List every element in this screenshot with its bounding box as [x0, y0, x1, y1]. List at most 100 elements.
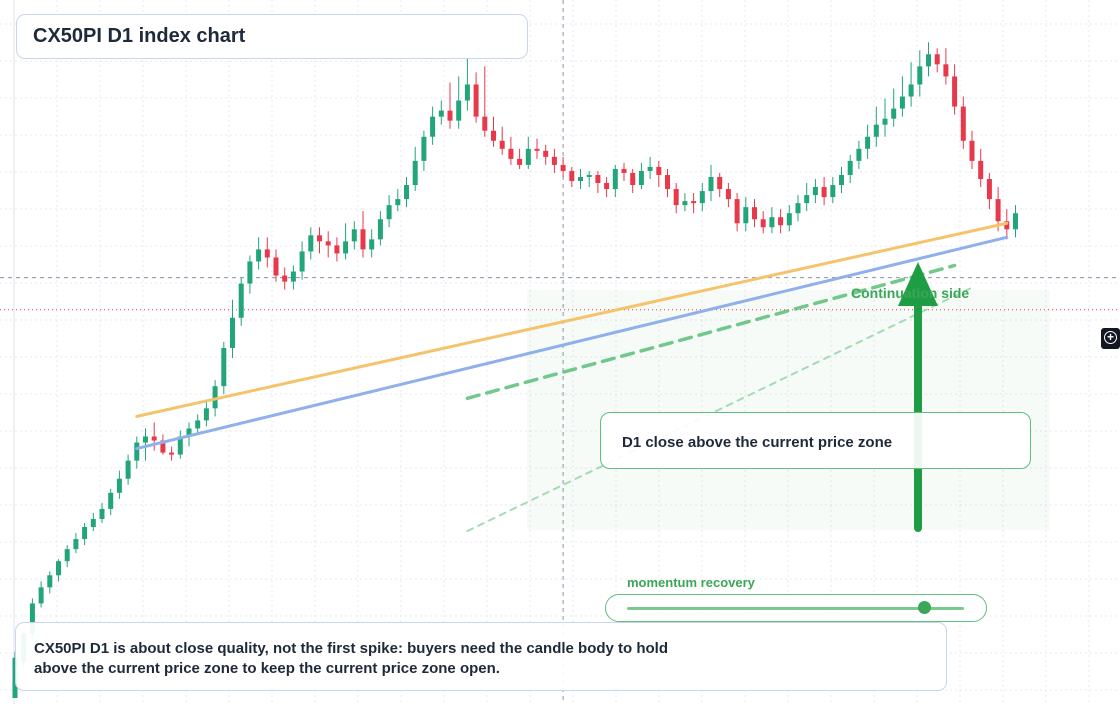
candle-body: [377, 219, 383, 240]
candle-body: [882, 118, 888, 125]
candle-body: [612, 168, 618, 190]
candle-body: [1004, 221, 1010, 230]
crosshair-button[interactable]: +: [1101, 328, 1120, 349]
candle-body: [621, 168, 627, 173]
candle-body: [525, 148, 531, 165]
candle-body: [247, 261, 253, 284]
candle-body: [769, 217, 775, 228]
candle-body: [752, 207, 757, 220]
candle-body: [630, 172, 636, 186]
candle-body: [186, 428, 192, 437]
trend-line-green-dashed-light: [466, 286, 973, 533]
candle-body: [734, 199, 740, 224]
candle-body: [1013, 213, 1018, 230]
candle-body: [682, 201, 688, 206]
candle-body: [926, 54, 931, 67]
candle-body: [812, 187, 818, 196]
candle-body: [38, 587, 44, 604]
candle-body: [891, 108, 897, 119]
candle-body: [308, 235, 314, 252]
crosshair-plus-icon: +: [1104, 331, 1117, 344]
candle-body: [491, 130, 496, 141]
candle-body: [299, 251, 305, 272]
candle-body: [830, 185, 836, 198]
candle-body: [821, 187, 827, 198]
summary-text: CX50PI D1 is about close quality, not th…: [34, 640, 669, 677]
candle-body: [56, 561, 61, 576]
candle-body: [908, 84, 914, 97]
candle-body: [82, 527, 88, 540]
candle-body: [952, 76, 958, 107]
momentum-track: [627, 607, 964, 610]
candle-body: [482, 116, 488, 131]
candle-body: [699, 191, 705, 204]
trend-line-green-dashed: [465, 263, 957, 401]
candle-body: [325, 241, 331, 246]
candle-body: [638, 170, 644, 186]
candle-body: [169, 452, 175, 455]
candle-body: [438, 110, 444, 117]
candle-body: [960, 106, 966, 141]
candle-body: [847, 160, 853, 175]
candle-body: [856, 148, 862, 161]
candle-body: [569, 170, 575, 182]
candle-body: [673, 189, 679, 206]
candle-body: [369, 239, 375, 250]
candle-body: [212, 386, 218, 409]
candle-body: [551, 156, 557, 165]
candle-body: [899, 96, 905, 109]
candle-body: [290, 271, 296, 282]
candle-body: [873, 124, 879, 137]
candle-body: [578, 176, 583, 182]
title-card: CX50PI D1 index chart: [16, 14, 528, 59]
zone-shading: [527, 290, 1050, 530]
candle-body: [99, 508, 105, 519]
candle-body: [203, 408, 209, 421]
candle-body: [534, 148, 540, 151]
candle-body: [786, 213, 792, 226]
candle-body: [995, 199, 1001, 222]
candle-body: [499, 140, 505, 149]
candle-body: [160, 440, 166, 453]
candle-body: [177, 436, 183, 455]
signal-arrow-head: [898, 262, 938, 306]
candle-body: [543, 150, 549, 157]
candle-body: [517, 158, 523, 165]
candle-body: [934, 54, 940, 65]
candle-body: [395, 199, 401, 206]
candle-body: [560, 164, 566, 171]
candle-body: [221, 347, 227, 387]
candle-body: [943, 64, 949, 77]
candle-body: [743, 207, 749, 224]
candle-body: [986, 178, 992, 200]
candle-body: [47, 575, 53, 588]
candle-body: [195, 420, 201, 429]
price-zone-callout: D1 close above the current price zone: [600, 412, 1031, 469]
candle-body: [464, 84, 470, 101]
candle-body: [64, 549, 70, 562]
continuation-label: Continuation side: [851, 285, 970, 301]
candle-body: [404, 185, 409, 200]
candle-body: [360, 229, 366, 250]
candle-body: [647, 166, 653, 171]
candle-body: [760, 219, 766, 228]
candle-body: [73, 539, 79, 550]
chart-title: CX50PI D1 index chart: [33, 25, 246, 47]
candle-body: [795, 203, 801, 214]
candle-body: [978, 160, 984, 179]
trend-line-blue: [135, 235, 1009, 451]
candle-body: [508, 148, 514, 159]
candle-body: [334, 245, 340, 254]
candle-body: [473, 84, 479, 117]
trend-line-orange: [135, 221, 1009, 418]
summary-card: CX50PI D1 is about close quality, not th…: [15, 622, 947, 691]
momentum-label: momentum recovery: [627, 575, 755, 590]
candle-body: [264, 249, 270, 258]
candle-body: [143, 436, 148, 443]
candle-body: [778, 217, 784, 226]
candle-body: [90, 518, 96, 528]
candle-body: [116, 478, 122, 493]
candle-body: [708, 176, 714, 192]
candle-body: [412, 160, 418, 186]
